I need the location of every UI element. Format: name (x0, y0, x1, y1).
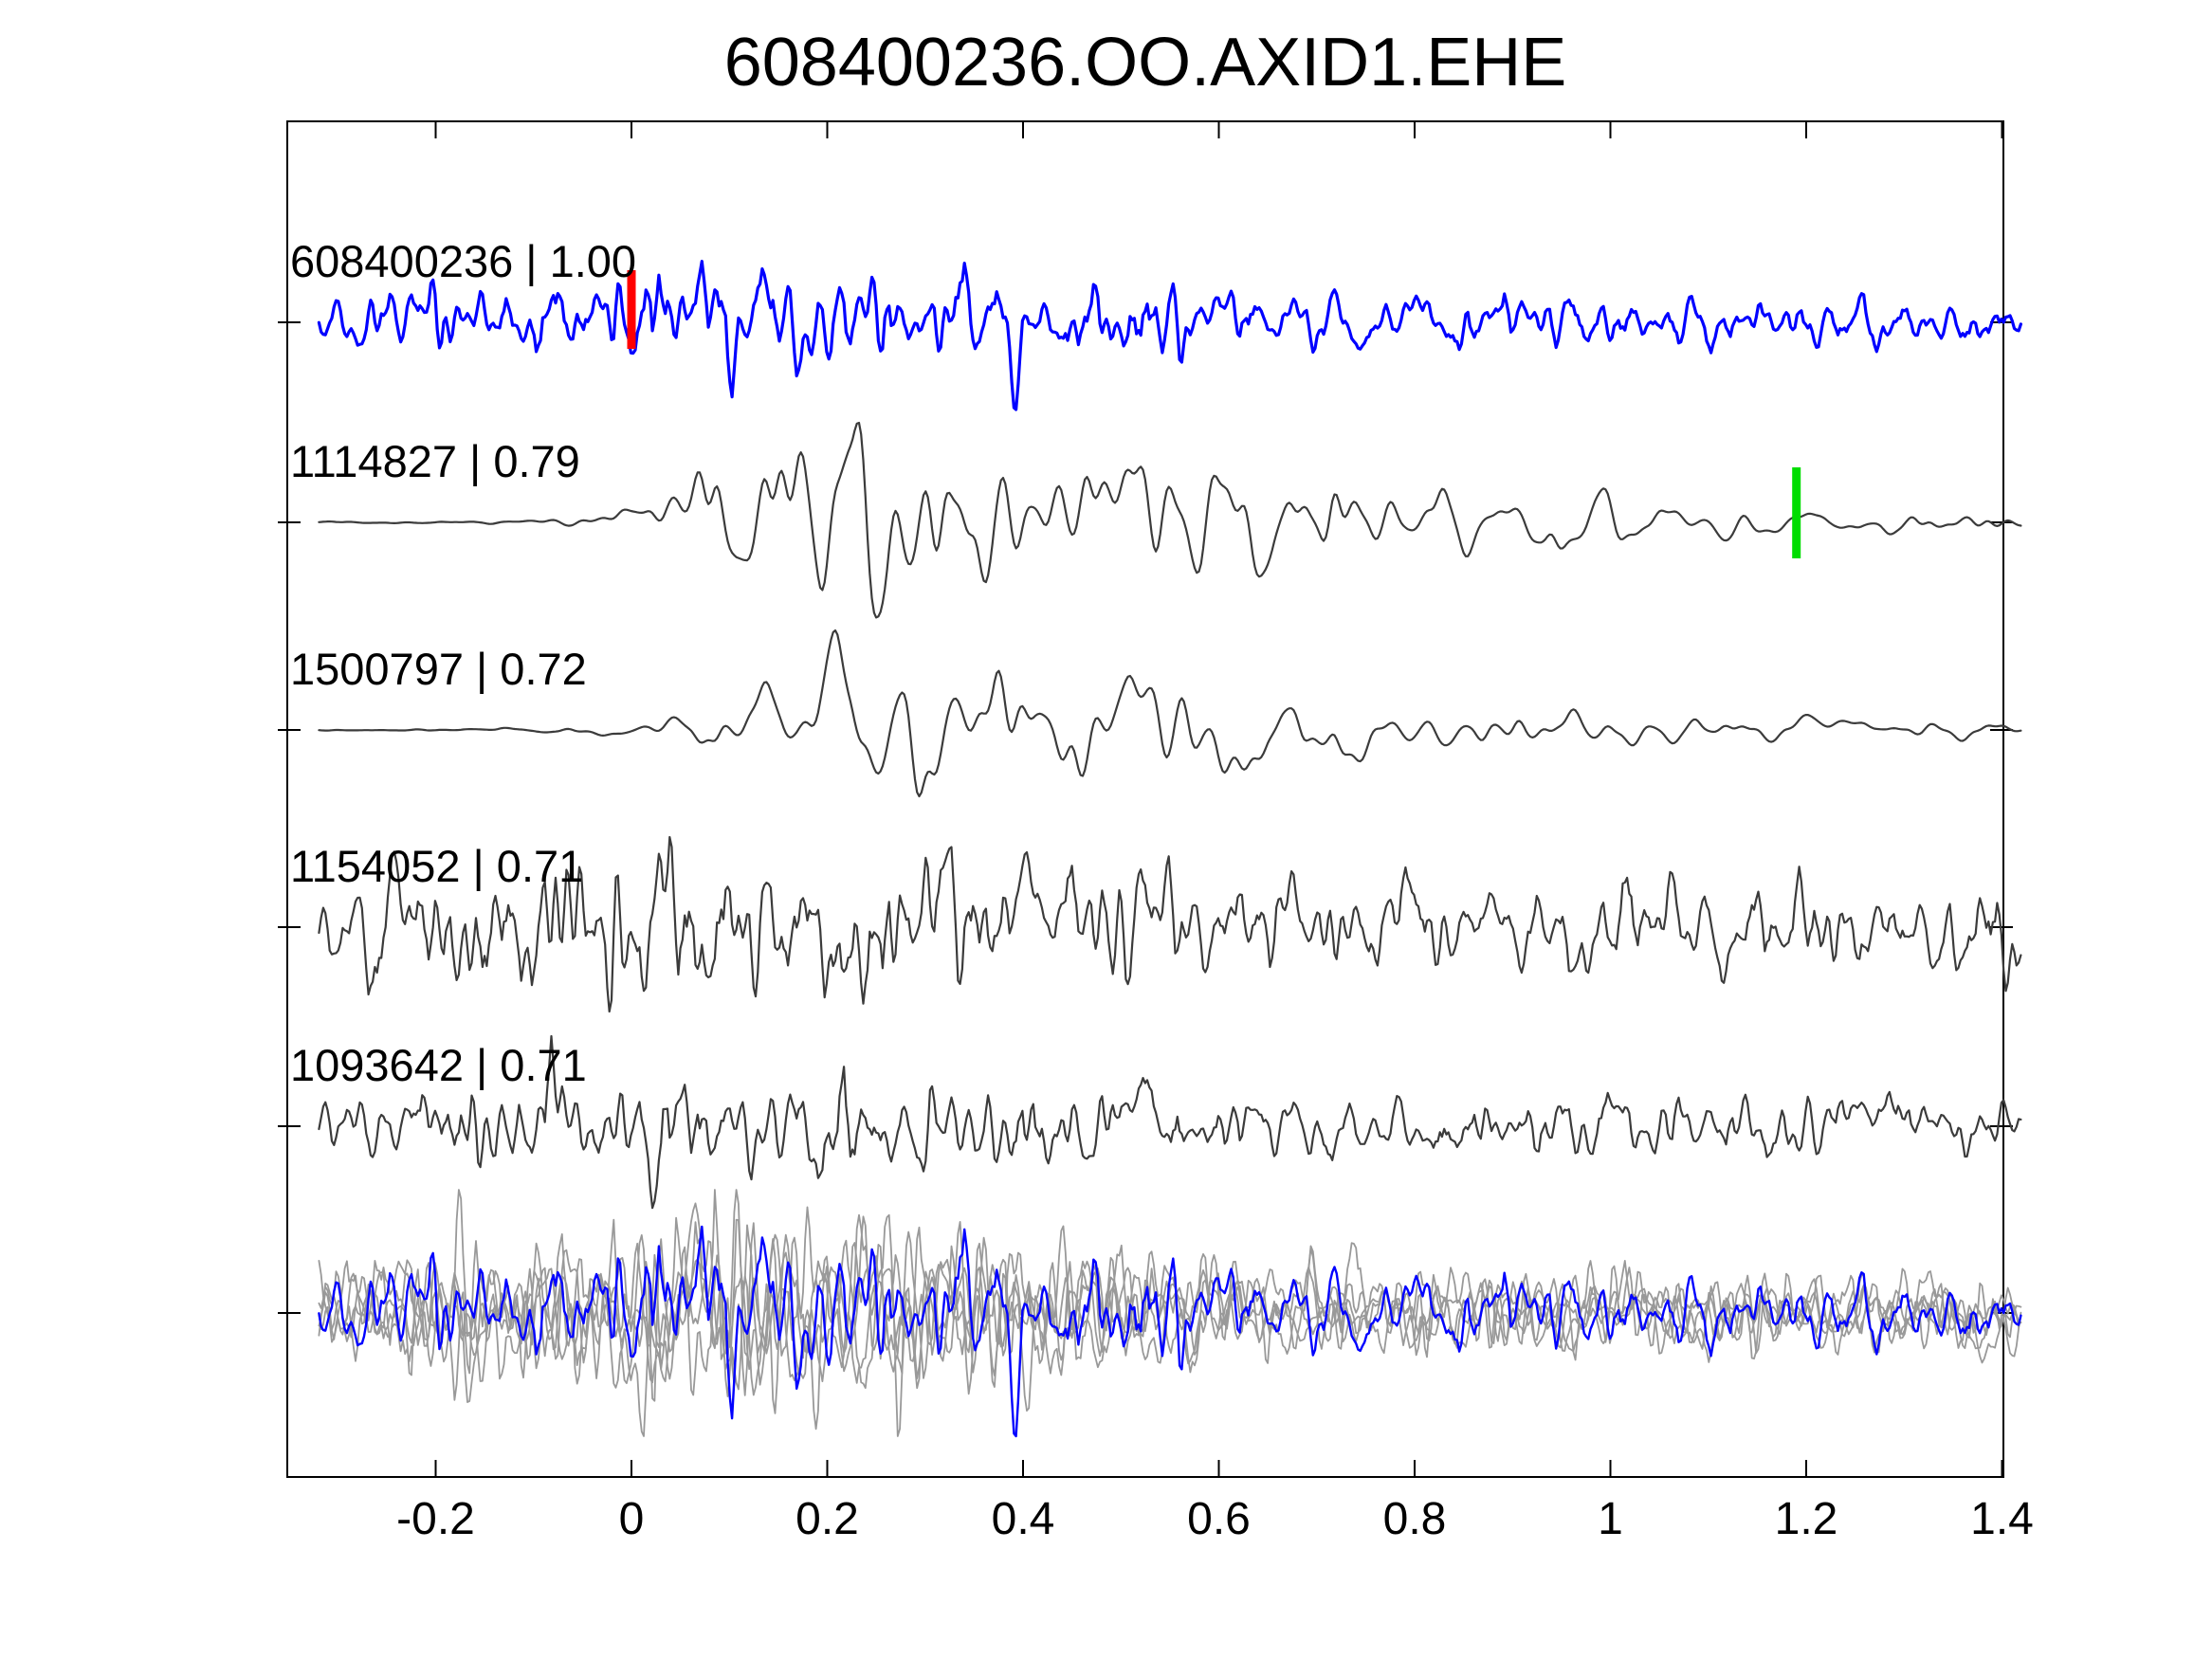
svg-text:1: 1 (1598, 1494, 1623, 1544)
svg-text:1.2: 1.2 (1775, 1494, 1838, 1544)
svg-text:1114827 | 0.79: 1114827 | 0.79 (290, 436, 580, 486)
svg-text:608400236 | 1.00: 608400236 | 1.00 (290, 236, 636, 286)
svg-text:1500797 | 0.72: 1500797 | 0.72 (290, 644, 587, 694)
svg-text:1093642 | 0.71: 1093642 | 0.71 (290, 1040, 587, 1090)
svg-text:0.2: 0.2 (795, 1494, 859, 1544)
svg-text:0: 0 (619, 1494, 645, 1544)
svg-text:1154052 | 0.71: 1154052 | 0.71 (290, 841, 583, 891)
svg-text:-0.2: -0.2 (396, 1494, 475, 1544)
svg-text:608400236.OO.AXID1.EHE: 608400236.OO.AXID1.EHE (724, 25, 1567, 100)
svg-text:1.4: 1.4 (1970, 1494, 2034, 1544)
svg-text:0.6: 0.6 (1187, 1494, 1251, 1544)
svg-text:0.4: 0.4 (992, 1494, 1055, 1544)
svg-text:0.8: 0.8 (1383, 1494, 1447, 1544)
